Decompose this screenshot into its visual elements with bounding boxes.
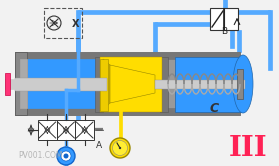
Bar [5,73,10,95]
Bar [237,69,243,99]
Circle shape [61,151,71,161]
Text: III: III [229,134,267,162]
Bar [210,8,224,30]
Circle shape [110,138,130,158]
Bar [44,8,82,38]
Circle shape [64,154,69,159]
Bar [15,52,240,59]
Bar [100,57,162,112]
Circle shape [112,140,128,156]
Bar [75,120,94,140]
Bar [224,8,238,30]
Polygon shape [110,65,155,103]
Text: X: X [72,19,80,29]
Bar [95,57,103,112]
Bar [76,10,80,56]
Polygon shape [103,59,110,110]
Bar [100,59,108,111]
Bar [78,10,270,13]
Ellipse shape [233,55,253,113]
Bar [160,57,168,112]
Circle shape [57,147,75,165]
Bar [57,120,75,140]
Bar [76,90,80,140]
Bar [5,79,17,89]
Bar [155,80,245,89]
Bar [15,78,107,91]
Bar [268,10,271,70]
Bar [153,22,157,56]
Circle shape [119,147,121,149]
Bar [22,59,97,108]
Bar [155,22,235,26]
Bar [15,108,240,115]
Bar [223,0,227,8]
Bar [15,52,27,115]
Bar [119,110,122,140]
Bar [237,30,240,52]
Text: A: A [96,141,102,150]
Bar [20,59,27,108]
Bar [38,120,57,140]
Bar [230,10,234,48]
Bar [175,57,243,112]
Bar [76,38,80,52]
Text: C: C [210,101,219,115]
Bar [15,52,240,115]
Text: PV001.COM: PV001.COM [18,151,62,160]
Text: B: B [221,27,227,36]
